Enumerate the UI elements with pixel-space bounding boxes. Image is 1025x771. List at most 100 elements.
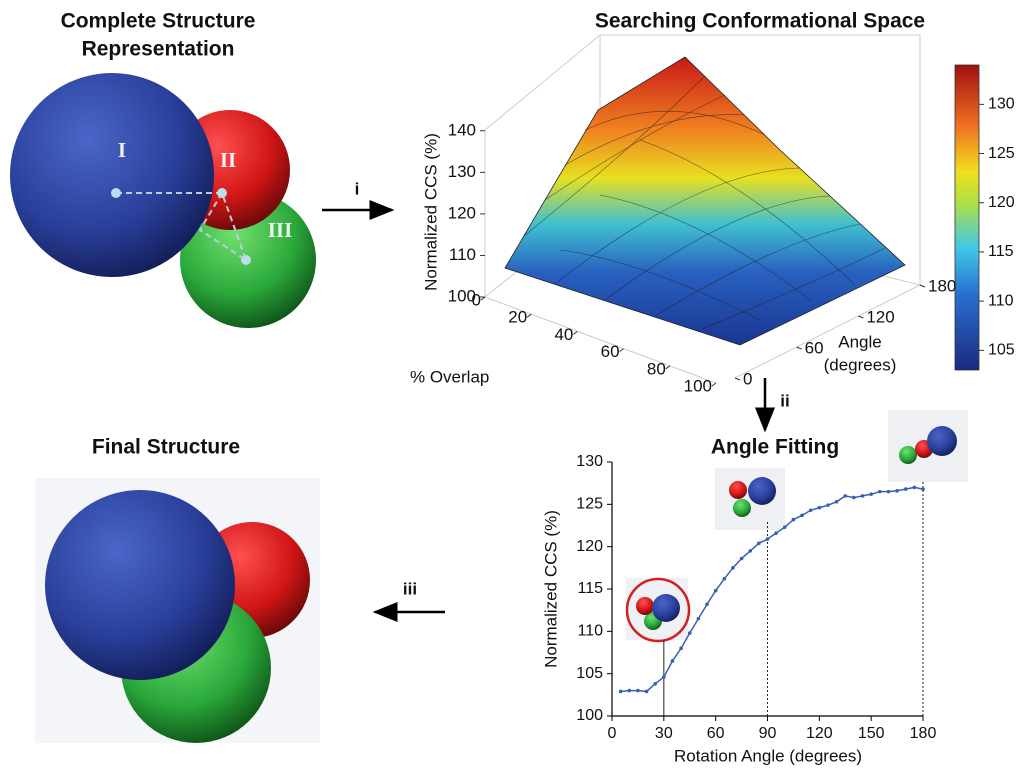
data-point (619, 690, 623, 694)
data-point (688, 631, 692, 635)
y-axis-label: Normalized CCS (%) (541, 510, 560, 668)
x-tick-label: 180 (910, 725, 937, 742)
data-point (671, 659, 675, 663)
y-tick-label: 130 (576, 453, 603, 470)
tick-mark (527, 314, 531, 317)
data-point (757, 541, 761, 545)
sphere (748, 477, 776, 505)
data-point (731, 566, 735, 570)
data-point (818, 506, 822, 510)
tick-mark (735, 378, 740, 380)
data-point (783, 525, 787, 529)
data-point (679, 646, 683, 650)
sphere (636, 597, 654, 615)
colorbar-tick-label: 130 (988, 96, 1015, 113)
data-point (878, 490, 882, 494)
data-point (861, 494, 865, 498)
data-point (645, 690, 649, 694)
tick-mark (666, 366, 670, 369)
data-point (895, 489, 899, 493)
axis-label: Angle (838, 332, 881, 351)
y-tick-label: 180 (928, 276, 956, 295)
x-tick-label: 60 (601, 342, 620, 361)
panel-title: Searching Conformational Space (595, 10, 925, 33)
center (241, 255, 251, 265)
y-tick-label: 105 (576, 665, 603, 682)
tick-mark (858, 316, 863, 318)
data-point (748, 549, 752, 553)
colorbar-tick-label: 125 (988, 145, 1015, 162)
data-point (921, 487, 925, 491)
sphere (927, 426, 957, 456)
surface (505, 57, 905, 345)
x-tick-label: 150 (858, 725, 885, 742)
data-point (852, 496, 856, 500)
tick-mark (797, 347, 802, 349)
chart-title: Angle Fitting (711, 436, 839, 459)
data-point (904, 487, 908, 491)
y-tick-label: 115 (577, 580, 603, 597)
data-point (723, 577, 727, 581)
sphere (899, 446, 917, 464)
data-point (809, 508, 813, 512)
sphere (652, 594, 680, 622)
data-point (653, 682, 657, 686)
z-tick-label: 120 (448, 203, 476, 222)
tick-mark (712, 383, 716, 386)
data-point (887, 490, 891, 494)
sphere (10, 73, 214, 277)
y-tick-label: 100 (576, 707, 603, 724)
data-point (792, 518, 796, 522)
z-tick-label: 130 (448, 162, 476, 181)
x-tick-label: 120 (806, 725, 833, 742)
data-point (800, 514, 804, 518)
y-tick-label: 120 (866, 307, 894, 326)
colorbar-tick-label: 115 (988, 243, 1014, 260)
panel-title: Final Structure (92, 436, 240, 459)
data-point (697, 617, 701, 621)
step-label: iii (403, 579, 417, 598)
colorbar-tick-label: 105 (988, 342, 1015, 359)
center (111, 188, 121, 198)
data-point (913, 486, 917, 490)
figure: Complete Structure Representation I II I… (0, 0, 1025, 771)
region-label: II (220, 148, 236, 172)
tick-mark (920, 285, 925, 287)
z-tick-label: 110 (449, 245, 476, 264)
y-tick-label: 125 (576, 496, 603, 513)
image-frame (715, 468, 785, 530)
y-tick-label: 0 (743, 369, 752, 388)
data-point (826, 503, 830, 507)
z-tick-label: 140 (448, 120, 476, 139)
region-label: III (268, 218, 293, 242)
axis-label: (degrees) (824, 355, 897, 374)
x-tick-label: 90 (759, 725, 777, 742)
colorbar (955, 65, 979, 370)
x-tick-label: 30 (655, 725, 673, 742)
panel-title: Representation (82, 38, 235, 61)
x-tick-label: 80 (647, 359, 666, 378)
y-tick-label: 60 (805, 338, 824, 357)
x-tick-label: 40 (554, 325, 573, 344)
colorbar-tick-label: 110 (988, 292, 1014, 309)
region-label: I (118, 138, 126, 162)
x-tick-label: 20 (508, 308, 527, 327)
data-point (740, 557, 744, 561)
data-point (843, 494, 847, 498)
data-point (869, 492, 873, 496)
x-tick-label: 0 (472, 290, 481, 309)
axis-label: % Overlap (410, 367, 489, 386)
data-point (662, 675, 666, 679)
center (217, 188, 227, 198)
data-point (705, 602, 709, 606)
x-tick-label: 60 (707, 725, 725, 742)
sphere (733, 499, 751, 517)
x-tick-label: 0 (608, 725, 617, 742)
panel-title: Complete Structure (61, 10, 256, 33)
x-tick-label: 100 (684, 376, 712, 395)
y-tick-label: 120 (576, 538, 603, 555)
data-point (766, 537, 770, 541)
tick-mark (573, 331, 577, 334)
sphere (729, 481, 747, 499)
step-label: ii (780, 391, 789, 410)
